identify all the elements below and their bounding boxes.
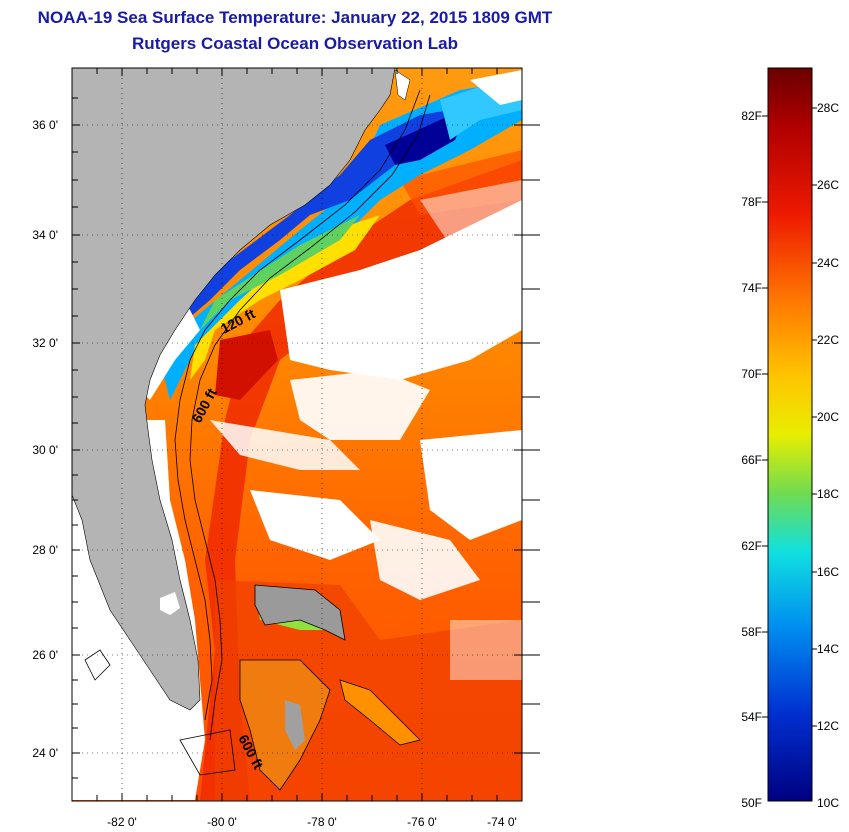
warm-patch (215, 330, 278, 400)
colorbar-label-78f: 78F (741, 195, 762, 209)
cloud-mask-3 (210, 420, 360, 470)
colorbar-label-18c: 18C (817, 487, 840, 501)
lon-label-82: -82 0' (107, 815, 137, 829)
andros-island (285, 700, 305, 750)
frame-ticks (72, 68, 540, 801)
cloud-mask-8 (470, 70, 522, 105)
colorbar-label-14c: 14C (817, 642, 840, 656)
colorbar-label-10c: 10C (817, 796, 840, 810)
colorbar-label-66f: 66F (741, 453, 762, 467)
colorbar-label-54f: 54F (741, 710, 762, 724)
cloud-mask-4 (420, 430, 522, 540)
graticule (72, 68, 522, 801)
map-subtitle: Rutgers Coastal Ocean Observation Lab (132, 34, 458, 53)
lat-label-28: 28 0' (32, 543, 58, 557)
colorbar-label-22c: 22C (817, 333, 840, 347)
outer-banks (394, 69, 411, 101)
cloud-mask-7 (140, 300, 200, 400)
lat-label-36: 36 0' (32, 118, 58, 132)
lon-label-76: -76 0' (407, 815, 437, 829)
lake-okeechobee (160, 592, 180, 615)
lon-label-74: -74 0' (487, 815, 517, 829)
florida-keys-contour (84, 649, 236, 776)
map-plot-area (72, 68, 522, 801)
cool-band (190, 215, 380, 380)
bahamas-east (339, 679, 421, 746)
gulf-stream-core (200, 160, 522, 800)
colorbar-ticks (762, 107, 817, 727)
lat-label-26: 26 0' (32, 648, 58, 662)
colorbar-label-24c: 24C (817, 256, 840, 270)
colorbar-label-26c: 26C (817, 178, 840, 192)
colorbar-label-28c: 28C (817, 101, 840, 115)
lat-label-24: 24 0' (32, 746, 58, 760)
colorbar-label-20c: 20C (817, 410, 840, 424)
lat-label-32: 32 0' (32, 336, 58, 350)
map-title: NOAA-19 Sea Surface Temperature: January… (37, 8, 553, 27)
cloud-mask-9 (420, 180, 522, 245)
cold-shelf-coast (160, 110, 450, 340)
cold-shelf-north (160, 80, 522, 400)
isobath-600ft (189, 94, 431, 741)
lat-label-30: 30 0' (32, 443, 58, 457)
cloud-mask-6 (370, 520, 480, 600)
lon-label-80: -80 0' (207, 815, 237, 829)
cloud-mask-5 (250, 490, 380, 560)
isobath-120ft (174, 89, 421, 721)
bahamas-little-bank (254, 584, 346, 641)
us-landmass (72, 68, 396, 711)
cloud-mask-10 (450, 620, 522, 680)
cloud-mask-2 (290, 370, 430, 440)
colorbar-label-74f: 74F (741, 281, 762, 295)
lon-label-78: -78 0' (307, 815, 337, 829)
lat-label-34: 34 0' (32, 228, 58, 242)
colorbar-label-12c: 12C (817, 719, 840, 733)
colorbar-scale (767, 67, 813, 802)
cloud-mask-1 (280, 200, 522, 380)
colorbar-label-50f: 50F (741, 796, 762, 810)
colorbar-label-70f: 70F (741, 367, 762, 381)
colorbar-label-16c: 16C (817, 565, 840, 579)
green-band (200, 215, 360, 330)
colorbar-label-62f: 62F (741, 539, 762, 553)
colorbar-label-82f: 82F (741, 109, 762, 123)
colorbar-label-58f: 58F (741, 625, 762, 639)
